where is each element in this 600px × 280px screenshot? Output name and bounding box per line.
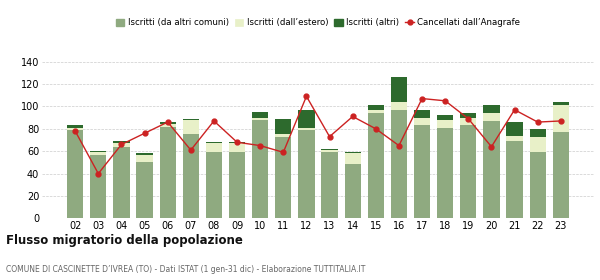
- Legend: Iscritti (da altri comuni), Iscritti (dall’estero), Iscritti (altri), Cancellati: Iscritti (da altri comuni), Iscritti (da…: [112, 15, 524, 31]
- Bar: [437, 120, 453, 128]
- Bar: [113, 141, 130, 143]
- Bar: [344, 152, 361, 153]
- Bar: [160, 122, 176, 124]
- Bar: [530, 137, 546, 152]
- Bar: [437, 128, 453, 218]
- Bar: [136, 162, 152, 218]
- Bar: [206, 142, 222, 143]
- Bar: [322, 149, 338, 150]
- Bar: [275, 134, 292, 137]
- Bar: [506, 122, 523, 136]
- Bar: [298, 110, 314, 128]
- Bar: [113, 143, 130, 147]
- Bar: [229, 152, 245, 218]
- Bar: [344, 153, 361, 164]
- Bar: [90, 155, 106, 218]
- Bar: [391, 110, 407, 218]
- Bar: [414, 110, 430, 118]
- Bar: [553, 102, 569, 105]
- Bar: [90, 152, 106, 155]
- Bar: [183, 134, 199, 218]
- Bar: [252, 112, 268, 118]
- Bar: [113, 147, 130, 218]
- Bar: [344, 164, 361, 218]
- Bar: [460, 113, 476, 118]
- Bar: [298, 128, 314, 130]
- Text: COMUNE DI CASCINETTE D’IVREA (TO) - Dati ISTAT (1 gen-31 dic) - Elaborazione TUT: COMUNE DI CASCINETTE D’IVREA (TO) - Dati…: [6, 265, 365, 274]
- Bar: [252, 120, 268, 218]
- Bar: [437, 115, 453, 120]
- Bar: [275, 137, 292, 218]
- Bar: [67, 130, 83, 218]
- Bar: [368, 113, 384, 218]
- Bar: [252, 118, 268, 120]
- Bar: [229, 143, 245, 152]
- Bar: [136, 155, 152, 162]
- Bar: [183, 120, 199, 134]
- Bar: [160, 127, 176, 218]
- Bar: [414, 125, 430, 218]
- Bar: [368, 105, 384, 110]
- Bar: [275, 119, 292, 134]
- Bar: [183, 119, 199, 120]
- Bar: [484, 121, 500, 218]
- Bar: [206, 152, 222, 218]
- Bar: [160, 124, 176, 127]
- Bar: [368, 110, 384, 113]
- Bar: [391, 102, 407, 110]
- Bar: [530, 129, 546, 137]
- Bar: [67, 128, 83, 130]
- Bar: [206, 143, 222, 152]
- Bar: [67, 125, 83, 128]
- Bar: [322, 152, 338, 218]
- Bar: [553, 105, 569, 132]
- Bar: [90, 151, 106, 152]
- Bar: [229, 142, 245, 143]
- Bar: [506, 136, 523, 141]
- Bar: [460, 125, 476, 218]
- Bar: [506, 141, 523, 218]
- Bar: [136, 153, 152, 155]
- Text: Flusso migratorio della popolazione: Flusso migratorio della popolazione: [6, 234, 243, 247]
- Bar: [553, 132, 569, 218]
- Bar: [530, 152, 546, 218]
- Bar: [484, 113, 500, 121]
- Bar: [298, 130, 314, 218]
- Bar: [460, 118, 476, 125]
- Bar: [484, 105, 500, 113]
- Bar: [414, 118, 430, 125]
- Bar: [322, 150, 338, 152]
- Bar: [391, 77, 407, 102]
